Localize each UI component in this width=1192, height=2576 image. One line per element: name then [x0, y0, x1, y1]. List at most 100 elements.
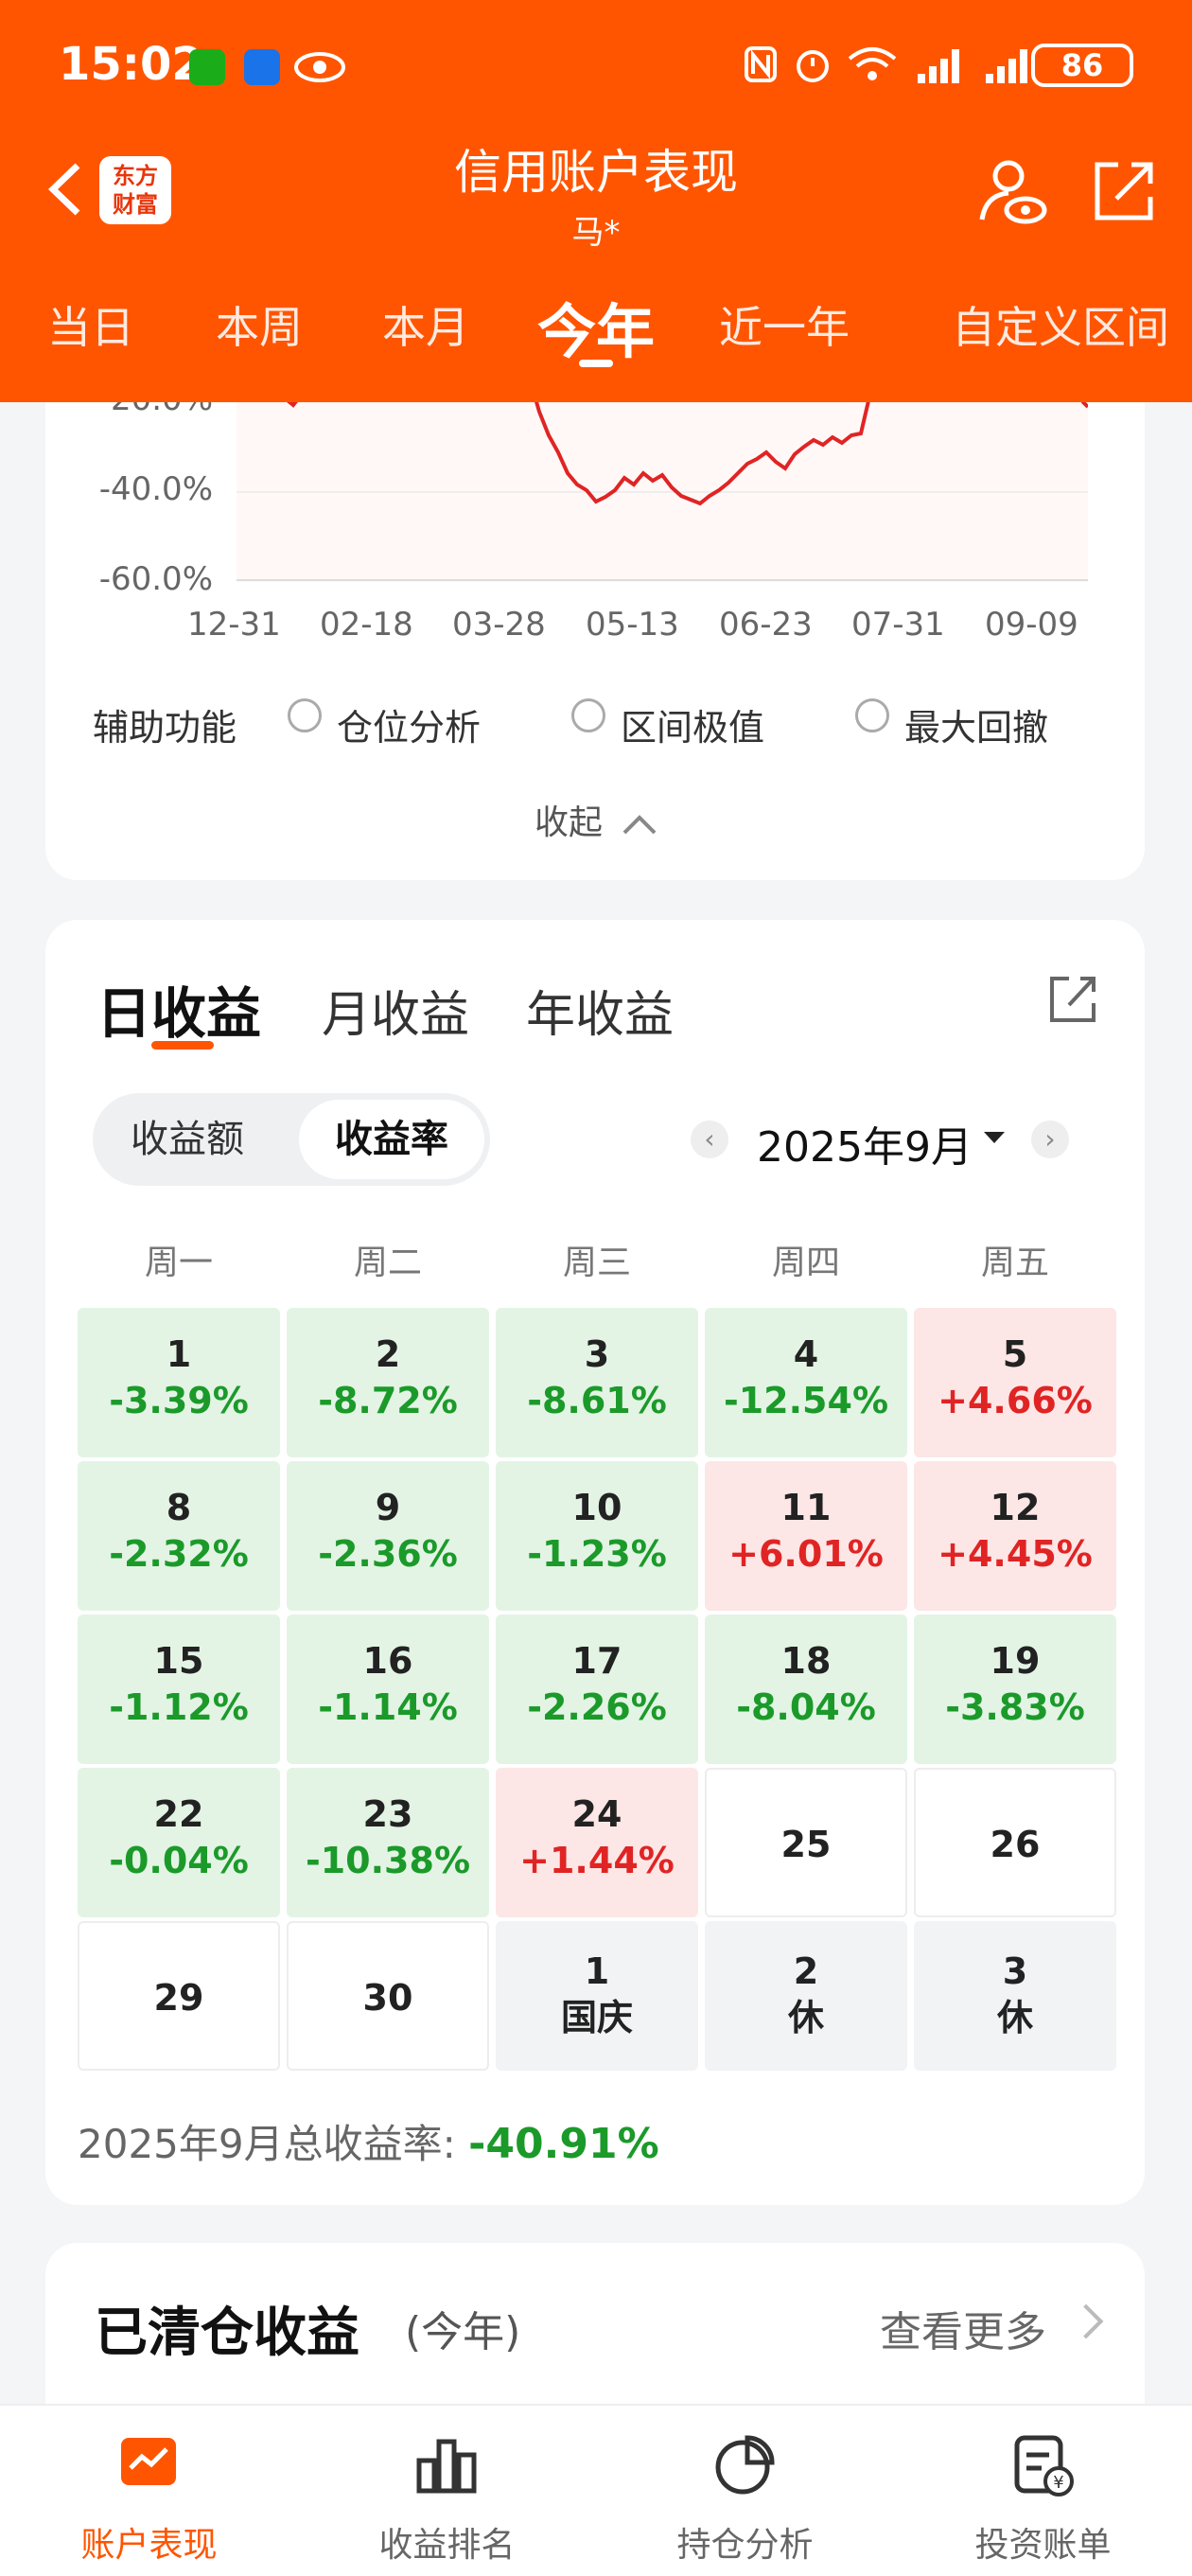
day-number: 17	[571, 1640, 622, 1682]
calendar-day-cell[interactable]: 29	[78, 1921, 280, 2071]
option-position-analysis[interactable]: 仓位分析	[337, 707, 482, 749]
nav-holding-analysis[interactable]: 持仓分析	[596, 2406, 894, 2576]
day-number: 8	[166, 1487, 192, 1528]
day-number: 30	[362, 1977, 413, 2019]
month-total-label: 2025年9月总收益率:	[78, 2121, 456, 2167]
calendar-day-cell[interactable]: 9 -2.36%	[287, 1461, 489, 1611]
user-eye-icon[interactable]	[973, 151, 1052, 231]
nav-account-performance[interactable]: 账户表现	[0, 2406, 298, 2576]
active-tab-indicator	[579, 360, 613, 367]
tab-this-month[interactable]: 本月	[382, 302, 469, 353]
collapse-button[interactable]: 收起	[535, 795, 658, 844]
calendar-day-cell[interactable]: 25	[705, 1768, 907, 1917]
calendar-day-cell[interactable]: 19 -3.83%	[914, 1614, 1116, 1764]
calendar-day-cell[interactable]: 12 +4.45%	[914, 1461, 1116, 1611]
clock: 15:02	[59, 38, 203, 91]
signal-icon	[986, 49, 1027, 83]
calendar-day-cell[interactable]: 8 -2.32%	[78, 1461, 280, 1611]
calendar-day-cell[interactable]: 2 -8.72%	[287, 1308, 489, 1457]
battery-indicator: 86	[1031, 44, 1133, 87]
nav-label: 投资账单	[974, 2526, 1112, 2565]
daily-return-value: -8.72%	[318, 1380, 458, 1421]
next-month-button[interactable]: ›	[1031, 1120, 1069, 1158]
calendar-day-cell[interactable]: 17 -2.26%	[496, 1614, 698, 1764]
nav-label: 持仓分析	[676, 2526, 814, 2565]
tab-yearly-return[interactable]: 年收益	[526, 987, 675, 1044]
segment-amount[interactable]: 收益额	[131, 1118, 244, 1161]
wifi-icon	[848, 47, 897, 80]
calendar-day-cell[interactable]: 23 -10.38%	[287, 1768, 489, 1917]
daily-return-value: -3.39%	[109, 1380, 249, 1421]
logo-text: 财富	[113, 191, 158, 218]
calendar-day-cell[interactable]: 1 国庆	[496, 1921, 698, 2071]
calendar-day-cell[interactable]: 5 +4.66%	[914, 1308, 1116, 1457]
tab-monthly-return[interactable]: 月收益	[322, 987, 470, 1044]
weekday-label: 周三	[562, 1244, 631, 1282]
export-icon[interactable]	[1046, 973, 1099, 1026]
tab-daily-return[interactable]: 日收益	[96, 981, 262, 1046]
weekday-label: 周二	[353, 1244, 422, 1282]
month-total: 2025年9月总收益率: -40.91%	[78, 2112, 659, 2170]
tab-this-week[interactable]: 本周	[216, 302, 303, 353]
calendar-day-cell[interactable]: 18 -8.04%	[705, 1614, 907, 1764]
x-axis-label: 02-18	[320, 606, 413, 644]
bill-icon: ¥	[1014, 2435, 1074, 2497]
calendar-day-cell[interactable]: 1 -3.39%	[78, 1308, 280, 1457]
calendar-day-cell[interactable]: 24 +1.44%	[496, 1768, 698, 1917]
app-notification-icon	[244, 49, 280, 85]
radio-max-drawdown[interactable]	[855, 698, 889, 732]
calendar-day-cell[interactable]: 10 -1.23%	[496, 1461, 698, 1611]
nav-investment-bill[interactable]: ¥ 投资账单	[894, 2406, 1192, 2576]
bottom-nav: 账户表现 收益排名 持仓分析 ¥ 投资账单	[0, 2404, 1192, 2576]
daily-return-value: +4.45%	[938, 1533, 1093, 1575]
tab-this-year[interactable]: 今年	[537, 297, 656, 366]
option-interval-extreme[interactable]: 区间极值	[621, 707, 765, 749]
segment-rate[interactable]: 收益率	[299, 1100, 484, 1179]
day-number: 2	[375, 1333, 401, 1375]
day-number: 19	[990, 1640, 1041, 1682]
option-max-drawdown[interactable]: 最大回撤	[904, 707, 1049, 749]
tab-last-year[interactable]: 近一年	[719, 302, 850, 353]
daily-return-value: +1.44%	[519, 1840, 675, 1881]
calendar-day-cell[interactable]: 22 -0.04%	[78, 1768, 280, 1917]
cleared-title: 已清仓收益	[95, 2303, 359, 2364]
share-icon[interactable]	[1084, 151, 1164, 231]
day-number: 10	[571, 1487, 622, 1528]
page-title: 信用账户表现	[454, 145, 738, 200]
day-number: 18	[780, 1640, 832, 1682]
tab-custom-range[interactable]: 自定义区间	[952, 302, 1169, 353]
calendar-day-cell[interactable]: 4 -12.54%	[705, 1308, 907, 1457]
prev-month-button[interactable]: ‹	[691, 1120, 728, 1158]
daily-return-value: -1.12%	[109, 1686, 249, 1728]
eye-icon	[294, 52, 345, 82]
calendar-day-cell[interactable]: 16 -1.14%	[287, 1614, 489, 1764]
month-selector[interactable]: 2025年9月	[757, 1123, 973, 1172]
nav-return-ranking[interactable]: 收益排名	[298, 2406, 596, 2576]
weekday-label: 周五	[980, 1244, 1049, 1282]
radio-interval-extreme[interactable]	[571, 698, 605, 732]
day-number: 3	[1002, 1950, 1028, 1992]
day-number: 11	[780, 1487, 832, 1528]
back-arrow-icon[interactable]	[38, 156, 95, 222]
calendar-day-cell[interactable]: 26	[914, 1768, 1116, 1917]
month-total-value: -40.91%	[468, 2120, 659, 2168]
daily-return-value: -10.38%	[305, 1840, 471, 1881]
calendar-day-cell[interactable]: 11 +6.01%	[705, 1461, 907, 1611]
tab-today[interactable]: 当日	[47, 302, 134, 353]
calendar-day-cell[interactable]: 15 -1.12%	[78, 1614, 280, 1764]
account-holder: 马*	[571, 214, 621, 252]
day-number: 4	[793, 1333, 819, 1375]
day-number: 1	[584, 1950, 610, 1992]
daily-return-value: -8.04%	[736, 1686, 876, 1728]
chevron-down-icon[interactable]	[984, 1132, 1005, 1143]
radio-position-analysis[interactable]	[288, 698, 322, 732]
holiday-label: 国庆	[560, 1997, 633, 2038]
nav-label: 账户表现	[80, 2526, 218, 2565]
view-more-link[interactable]: 查看更多	[880, 2308, 1046, 2356]
bar-chart-icon	[416, 2439, 477, 2494]
calendar-day-cell[interactable]: 30	[287, 1921, 489, 2071]
calendar-day-cell[interactable]: 3 -8.61%	[496, 1308, 698, 1457]
aux-function-label: 辅助功能	[93, 707, 237, 749]
